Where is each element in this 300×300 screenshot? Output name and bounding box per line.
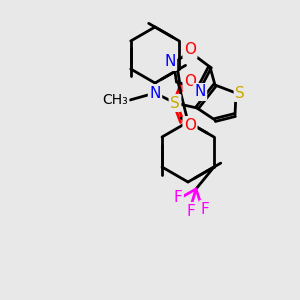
Text: O: O bbox=[184, 43, 196, 58]
Text: F: F bbox=[187, 203, 195, 218]
Text: N: N bbox=[194, 85, 206, 100]
Text: S: S bbox=[235, 85, 245, 100]
Text: F: F bbox=[201, 202, 209, 217]
Text: CH₃: CH₃ bbox=[102, 93, 128, 107]
Text: F: F bbox=[174, 190, 182, 205]
Text: N: N bbox=[149, 85, 161, 100]
Text: N: N bbox=[164, 55, 176, 70]
Text: O: O bbox=[184, 118, 196, 133]
Text: O: O bbox=[184, 74, 196, 89]
Text: S: S bbox=[170, 95, 180, 110]
